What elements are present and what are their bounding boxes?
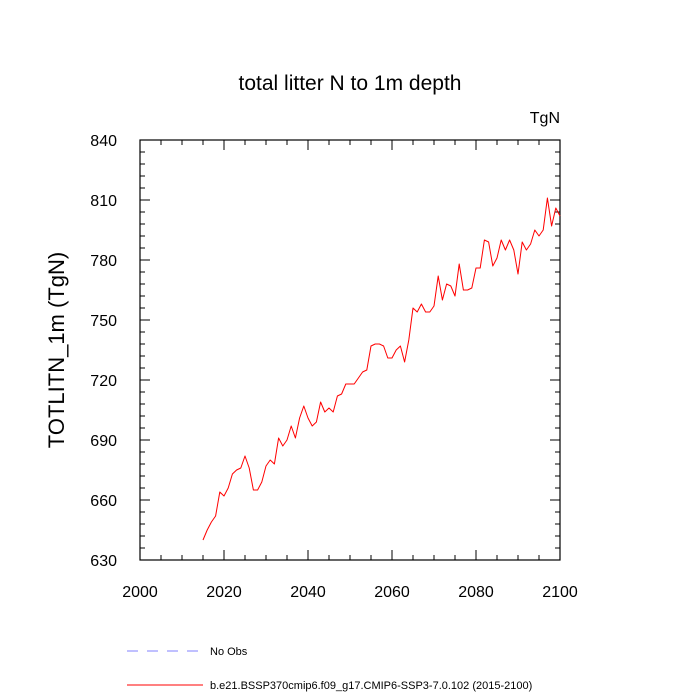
units-label: TgN [530, 110, 560, 127]
y-tick-label: 630 [90, 553, 117, 570]
x-tick-label: 2020 [206, 584, 242, 601]
x-axis-tick-labels: 2000 2020 2040 2060 2080 2100 [122, 584, 578, 601]
y-tick-label: 660 [90, 493, 117, 510]
legend-label-series: b.e21.BSSP370cmip6.f09_g17.CMIP6-SSP3-7.… [210, 680, 532, 692]
y-tick-label: 720 [90, 373, 117, 390]
legend-label-no-obs: No Obs [210, 646, 248, 658]
x-axis-ticks [139, 140, 561, 560]
y-axis-tick-labels: 630 660 690 720 750 780 810 840 [90, 133, 117, 570]
plot-frame [139, 139, 561, 561]
x-tick-label: 2000 [122, 584, 158, 601]
y-tick-label: 690 [90, 433, 117, 450]
x-tick-label: 2040 [290, 584, 326, 601]
y-tick-label: 810 [90, 193, 117, 210]
x-tick-label: 2060 [374, 584, 410, 601]
y-tick-label: 780 [90, 253, 117, 270]
y-axis-label: TOTLITN_1m (TgN) [44, 252, 69, 448]
legend: No Obs b.e21.BSSP370cmip6.f09_g17.CMIP6-… [127, 646, 532, 692]
series-layer [202, 197, 561, 541]
y-axis-ticks [140, 139, 560, 561]
series-line-0 [202, 197, 561, 541]
x-tick-label: 2100 [542, 584, 578, 601]
chart-title: total litter N to 1m depth [239, 72, 462, 95]
y-tick-label: 840 [90, 133, 117, 150]
y-tick-label: 750 [90, 313, 117, 330]
x-tick-label: 2080 [458, 584, 494, 601]
